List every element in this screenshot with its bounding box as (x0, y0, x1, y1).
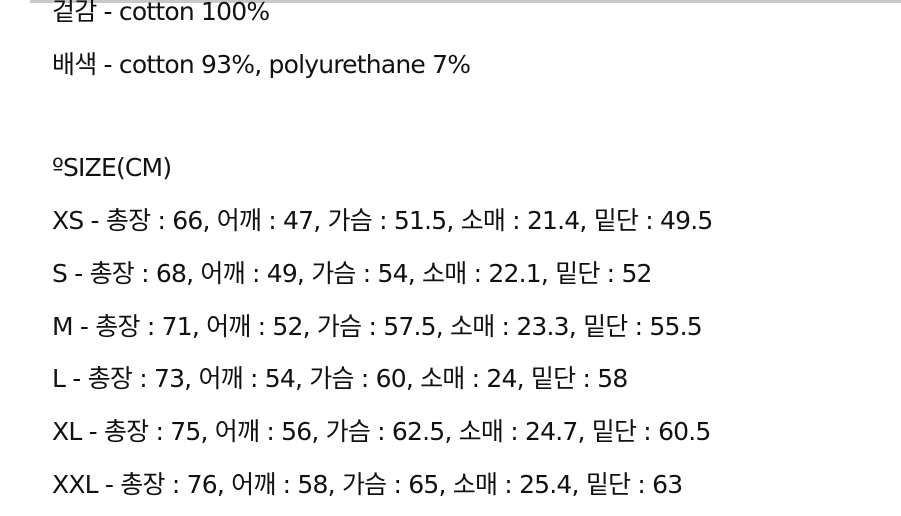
size-row-xl: XL - 총장 : 75, 어깨 : 56, 가슴 : 62.5, 소매 : 2… (52, 417, 711, 446)
size-row-m: M - 총장 : 71, 어깨 : 52, 가슴 : 57.5, 소매 : 23… (52, 312, 703, 341)
size-heading: ºSIZE(CM) (52, 153, 172, 182)
size-row-s: S - 총장 : 68, 어깨 : 49, 가슴 : 54, 소매 : 22.1… (52, 259, 652, 288)
size-row-xxl: XXL - 총장 : 76, 어깨 : 58, 가슴 : 65, 소매 : 25… (52, 470, 683, 499)
top-divider (30, 0, 901, 3)
material-outer: 겉감 - cotton 100% (52, 0, 270, 26)
size-row-l: L - 총장 : 73, 어깨 : 54, 가슴 : 60, 소매 : 24, … (52, 364, 628, 393)
material-accent: 배색 - cotton 93%, polyurethane 7% (52, 50, 471, 79)
size-row-xs: XS - 총장 : 66, 어깨 : 47, 가슴 : 51.5, 소매 : 2… (52, 206, 713, 235)
